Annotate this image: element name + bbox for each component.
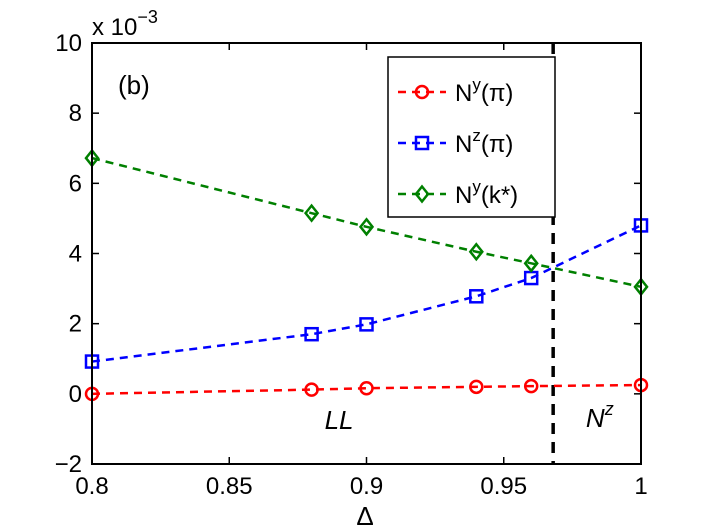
- legend-item: Ny(π): [398, 75, 513, 107]
- series-2: [84, 148, 649, 297]
- y-tick-label: 6: [69, 170, 82, 197]
- legend-label-rest: (k*): [481, 182, 518, 209]
- legend-label-main: N: [455, 182, 472, 209]
- y-tick-label: 0: [69, 381, 82, 408]
- data-point: [468, 242, 484, 262]
- region-label-nz-sup: z: [604, 399, 614, 419]
- legend-label-main: N: [455, 80, 472, 107]
- legend-label: Ny(π): [455, 75, 513, 107]
- plot-frame: [91, 42, 642, 465]
- y-tick-label: −2: [55, 451, 82, 478]
- region-label-nz: Nz: [586, 399, 614, 433]
- series-line: [91, 224, 642, 363]
- legend-item: Ny(k*): [398, 177, 518, 209]
- data-point: [359, 380, 374, 396]
- scale-note: x 10−3: [92, 7, 158, 41]
- legend-item: Nz(π): [398, 126, 513, 158]
- data-point: [304, 382, 319, 397]
- series-line: [91, 383, 642, 396]
- legend-marker: [414, 84, 430, 100]
- legend-label-main: N: [455, 131, 472, 158]
- x-tick-label: 0.8: [75, 473, 108, 500]
- x-tick-label: 1: [634, 473, 647, 500]
- legend-label-rest: (π): [481, 80, 514, 107]
- data-point: [303, 203, 320, 223]
- y-tick-label: 8: [69, 100, 82, 127]
- legend-label-sup: y: [472, 177, 481, 196]
- data-point: [358, 217, 375, 237]
- data-point: [469, 379, 484, 395]
- x-tick-label: 0.85: [206, 473, 253, 500]
- y-tick-label: 2: [69, 311, 82, 338]
- legend-label: Ny(k*): [455, 177, 518, 209]
- data-point: [523, 253, 539, 273]
- region-label-nz-base: N: [586, 403, 605, 433]
- x-axis-label: Δ: [356, 501, 373, 531]
- series-0: [84, 377, 649, 402]
- data-point: [359, 317, 374, 332]
- legend: Ny(π)Nz(π)Ny(k*): [387, 56, 556, 218]
- legend-label-sup: y: [472, 75, 481, 94]
- legend-marker: [414, 184, 430, 204]
- legend-marker: [414, 135, 430, 151]
- series-line: [91, 156, 642, 289]
- axis-tick-labels: 0.8 0.85 0.9 0.95 1 −2 0 2 4 6 8 10: [55, 30, 648, 500]
- panel-label: (b): [118, 70, 150, 100]
- legend-label-rest: (π): [481, 131, 514, 158]
- series-1: [84, 218, 649, 369]
- series-layer: [84, 148, 649, 402]
- scale-note-exponent: −3: [137, 7, 158, 27]
- legend-label-sup: z: [472, 126, 481, 145]
- legend-label: Nz(π): [455, 126, 513, 158]
- x-tick-label: 0.95: [480, 473, 527, 500]
- scale-note-base: x 10: [92, 14, 137, 41]
- region-label-ll: LL: [325, 405, 354, 435]
- data-point: [304, 326, 319, 342]
- y-tick-label: 4: [69, 241, 82, 268]
- data-point: [469, 289, 484, 304]
- y-tick-label: 10: [55, 30, 82, 57]
- axis-ticks: [91, 42, 642, 465]
- data-point: [523, 378, 539, 394]
- x-tick-label: 0.9: [350, 473, 383, 500]
